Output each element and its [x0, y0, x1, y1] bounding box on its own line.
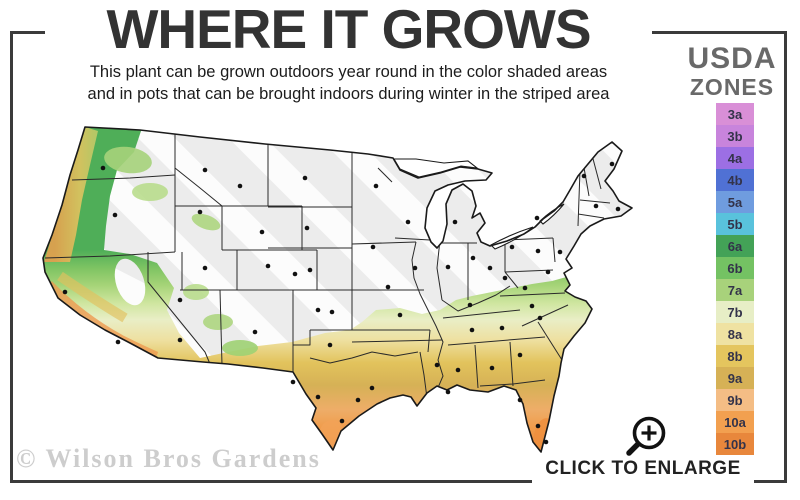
legend-zone-7b: 7b: [716, 301, 754, 323]
click-to-enlarge-button[interactable]: CLICK TO ENLARGE: [532, 457, 754, 490]
legend-zone-label: 3a: [727, 106, 743, 122]
usda-zones-legend: 3a 3b 4a 4b 5a 5b 6a 6b 7a 7b 8a 8b 9a 9b 10a 10b: [716, 103, 754, 455]
city-dots: [62, 161, 621, 445]
legend-zone-label: 8b: [727, 348, 743, 364]
legend-zone-8a: 8a: [716, 323, 754, 345]
legend-zone-10b: 10b: [716, 433, 754, 455]
legend-zone-5a: 5a: [716, 191, 754, 213]
legend-zone-label: 7b: [727, 304, 743, 320]
subtitle-line-2: and in pots that can be brought indoors …: [87, 84, 610, 103]
legend-zone-6b: 6b: [716, 257, 754, 279]
legend-zone-label: 8a: [727, 326, 743, 342]
subtitle: This plant can be grown outdoors year ro…: [45, 62, 652, 106]
state-borders: [44, 131, 611, 399]
legend-zone-9b: 9b: [716, 389, 754, 411]
watermark: © Wilson Bros Gardens: [16, 444, 321, 473]
legend-zone-label: 10a: [724, 414, 746, 430]
legend-zone-label: 6b: [727, 260, 743, 276]
map-coast-strip: [44, 127, 98, 262]
legend-zone-5b: 5b: [716, 213, 754, 235]
legend-zone-label: 3b: [727, 128, 743, 144]
legend-title-zones: ZONES: [689, 74, 775, 100]
legend-title: USDA ZONES: [668, 44, 796, 99]
legend-zone-label: 5a: [727, 194, 743, 210]
map-outline: [42, 126, 633, 453]
legend-zone-4b: 4b: [716, 169, 754, 191]
great-lakes: [393, 158, 565, 250]
legend-zone-label: 9a: [727, 370, 743, 386]
map-green-pockets: [104, 146, 258, 356]
legend-zone-4a: 4a: [716, 147, 754, 169]
map-ca-valley-band: [57, 271, 128, 323]
legend-zone-label: 10b: [723, 436, 747, 452]
legend-zone-label: 4a: [727, 150, 743, 166]
legend-zone-label: 9b: [727, 392, 743, 408]
legend-zone-label: 5b: [727, 216, 743, 232]
legend-zone-6a: 6a: [716, 235, 754, 257]
legend-zone-8b: 8b: [716, 345, 754, 367]
legend-title-usda: USDA: [687, 42, 777, 75]
legend-zone-label: 4b: [727, 172, 743, 188]
legend-zone-7a: 7a: [716, 279, 754, 301]
legend-zone-label: 7a: [727, 282, 743, 298]
legend-zone-9a: 9a: [716, 367, 754, 389]
subtitle-line-1: This plant can be grown outdoors year ro…: [89, 63, 608, 81]
legend-zone-3a: 3a: [716, 103, 754, 125]
magnifier-plus-icon[interactable]: [624, 412, 672, 462]
legend-zone-3b: 3b: [716, 125, 754, 147]
map-sierra-gray-patch: [114, 258, 146, 306]
page-title: WHERE IT GROWS: [45, 0, 652, 62]
legend-zone-10a: 10a: [716, 411, 754, 433]
legend-zone-label: 6a: [727, 238, 743, 254]
